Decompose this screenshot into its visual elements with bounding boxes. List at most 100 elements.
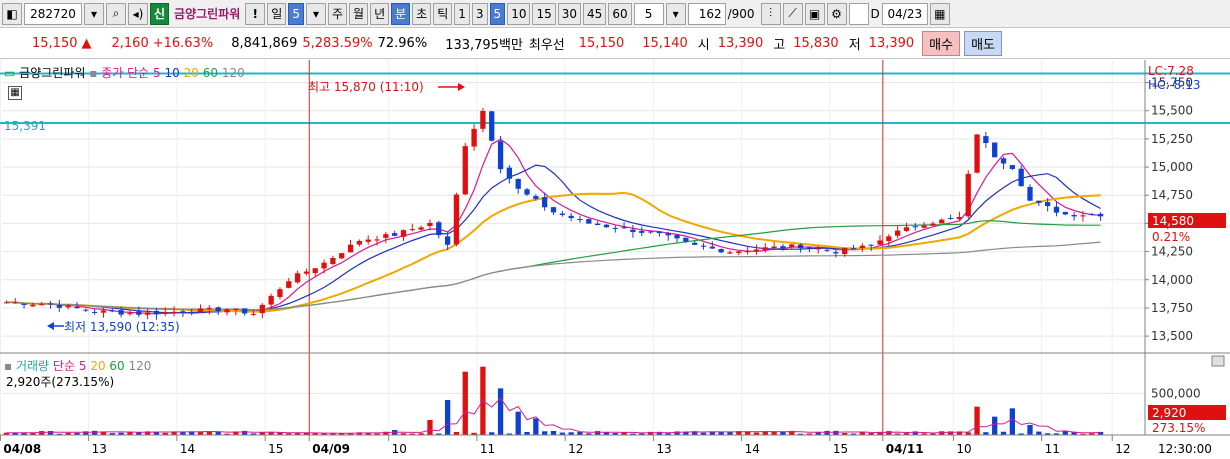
high-label: 고	[773, 38, 786, 53]
candle-body	[436, 222, 442, 236]
volume-bar	[180, 431, 186, 435]
gear-icon[interactable]: ⚙	[826, 2, 847, 25]
date-input[interactable]: 04/23	[881, 2, 928, 25]
candle-body	[109, 310, 115, 312]
volume-bar	[621, 432, 627, 435]
interval-10-button[interactable]: 10	[507, 2, 531, 25]
vol-legend-ma60: 60	[109, 359, 125, 373]
volume-bar	[506, 433, 513, 435]
candle-body	[400, 230, 407, 237]
volume-bar	[947, 431, 954, 435]
sell-button[interactable]: 매도	[964, 31, 1003, 56]
candle-body	[189, 311, 195, 313]
volume-bar	[992, 416, 998, 435]
interval-60-button[interactable]: 60	[608, 2, 632, 25]
price-chart[interactable]: 15,75015,50015,25015,00014,75014,50014,2…	[0, 60, 1230, 459]
volume-tag-bg	[1148, 405, 1226, 420]
moving-averages	[6, 138, 1101, 315]
candle-body	[815, 248, 821, 250]
candle-body	[842, 247, 848, 255]
price-tick-label: 15,500	[1151, 104, 1193, 118]
low-arrow-head	[47, 322, 54, 330]
candle-body	[250, 313, 257, 315]
volume-bar	[1080, 433, 1086, 435]
period-month-button[interactable]: 월	[349, 2, 369, 25]
volume-bar	[286, 433, 292, 435]
buy-button[interactable]: 매수	[922, 31, 961, 56]
volume-bar	[321, 433, 327, 435]
candle-body	[709, 246, 715, 249]
period-year-button[interactable]: 년	[370, 2, 390, 25]
stock-name: 금양그린파워	[174, 7, 241, 21]
volume-bar	[56, 433, 63, 435]
candle-body	[39, 304, 45, 306]
period-tick-button[interactable]: 틱	[433, 2, 453, 25]
period-minute-button[interactable]: 분	[391, 2, 411, 25]
candle-body	[427, 222, 433, 226]
volume-bar	[215, 432, 221, 435]
interval-5-button[interactable]: 5	[489, 2, 506, 25]
date-checkbox[interactable]	[848, 2, 869, 25]
candle-type-icon[interactable]: ⫶	[760, 2, 781, 25]
candle-body	[127, 313, 133, 315]
volume-bar	[206, 431, 213, 435]
time-readout: 12:30:00	[1158, 442, 1212, 456]
vol-legend-series: 거래량	[15, 359, 50, 373]
count-input[interactable]: 162	[687, 2, 726, 25]
period-dropdown-chevron-icon[interactable]: ▾	[305, 2, 326, 25]
candle-body	[974, 134, 980, 173]
interval-1-button[interactable]: 1	[454, 2, 470, 25]
candle-body	[621, 227, 627, 229]
interval-15-button[interactable]: 15	[532, 2, 556, 25]
candle-body	[144, 312, 151, 315]
interval-45-button[interactable]: 45	[583, 2, 607, 25]
candle-body	[894, 230, 901, 236]
volume-bar	[886, 431, 892, 435]
volume-bar	[109, 433, 115, 435]
sound-icon[interactable]: ◂)	[128, 2, 148, 25]
candle-body	[444, 236, 451, 245]
candle-body	[683, 237, 689, 242]
search-icon[interactable]: ⌕	[106, 2, 126, 25]
time-tick-label: 15	[833, 442, 848, 456]
candle-body	[321, 262, 327, 269]
period-week-button[interactable]: 주	[327, 2, 348, 25]
volume-bar	[83, 431, 89, 435]
stock-code-input[interactable]: 282720	[24, 2, 82, 25]
volume-bar	[12, 432, 18, 435]
candle-body	[1062, 211, 1068, 215]
period-second-button[interactable]: 초	[412, 2, 432, 25]
candle-body	[1036, 200, 1042, 203]
candle-body	[744, 251, 751, 253]
interval-dropdown-chevron-icon[interactable]: ▾	[665, 2, 686, 25]
interval-30-button[interactable]: 30	[557, 2, 582, 25]
volume-bar	[921, 433, 927, 435]
volume-bar	[171, 431, 177, 435]
period-day-button[interactable]: 일	[267, 2, 287, 25]
volume-bar	[727, 431, 733, 435]
candle-body	[965, 173, 971, 217]
candle-body	[718, 249, 724, 253]
candle-body	[577, 219, 583, 221]
chart-menu-icon[interactable]: ◧	[2, 2, 22, 25]
save-icon[interactable]: ▣	[804, 2, 825, 25]
volume-bar	[197, 431, 204, 435]
warning-button[interactable]: !	[245, 2, 266, 25]
volume-bar	[242, 430, 248, 435]
time-tick-label: 04/09	[312, 442, 350, 456]
draw-tool-icon[interactable]: ⟋	[782, 2, 803, 25]
candle-body	[268, 295, 274, 305]
candle-body	[83, 309, 89, 311]
interval-3-button[interactable]: 3	[471, 2, 488, 25]
candle-body	[568, 215, 574, 219]
table-toggle-icon[interactable]: ▦	[8, 86, 22, 100]
code-dropdown-chevron-icon[interactable]: ▾	[84, 2, 104, 25]
candle-body	[886, 236, 892, 242]
candle-body	[65, 305, 71, 308]
volume-bar	[294, 432, 301, 435]
panel-collapse-icon[interactable]	[1211, 355, 1225, 367]
period-num-button[interactable]: 5	[288, 2, 304, 25]
calendar-icon[interactable]: ▦	[929, 2, 950, 25]
time-tick-label: 12	[1115, 442, 1130, 456]
custom-interval-input[interactable]: 5	[633, 2, 664, 25]
